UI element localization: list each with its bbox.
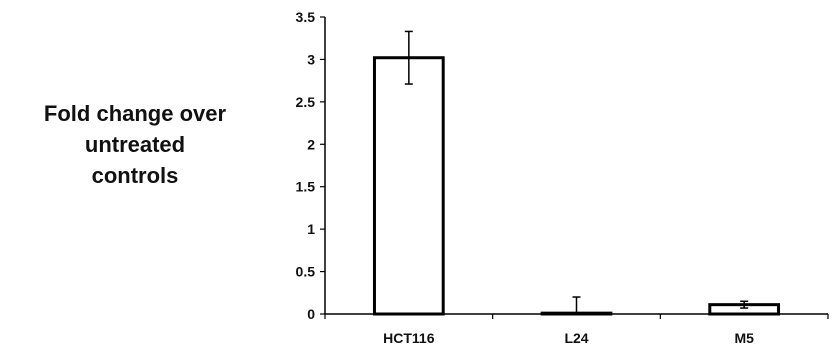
bars — [372, 56, 781, 316]
error-bars — [404, 30, 749, 315]
y-tick-label: 3 — [307, 51, 315, 67]
y-axis: 0 0.5 1 1.5 2 2.5 3 3.5 — [296, 9, 326, 322]
y-axis-label-line-3: controls — [91, 163, 179, 188]
x-axis: HCT116 L24 M5 — [324, 313, 829, 346]
x-tick-label: L24 — [564, 330, 588, 346]
y-tick-label: 1.5 — [296, 179, 316, 195]
y-tick-label: 0.5 — [296, 264, 316, 280]
bar-hct116 — [372, 56, 445, 316]
y-axis-label-line-1: Fold change over — [43, 101, 227, 126]
y-tick-label: 0 — [307, 306, 315, 322]
y-axis-label-line-2: untreated — [84, 132, 186, 157]
x-tick-label: HCT116 — [383, 330, 435, 346]
y-tick-label: 2 — [307, 136, 315, 152]
y-tick-label: 3.5 — [296, 9, 316, 25]
y-tick-label: 2.5 — [296, 94, 316, 110]
x-tick-label: M5 — [734, 330, 754, 346]
y-axis-label: Fold change over untreated controls — [20, 98, 250, 191]
y-tick-label: 1 — [307, 221, 315, 237]
